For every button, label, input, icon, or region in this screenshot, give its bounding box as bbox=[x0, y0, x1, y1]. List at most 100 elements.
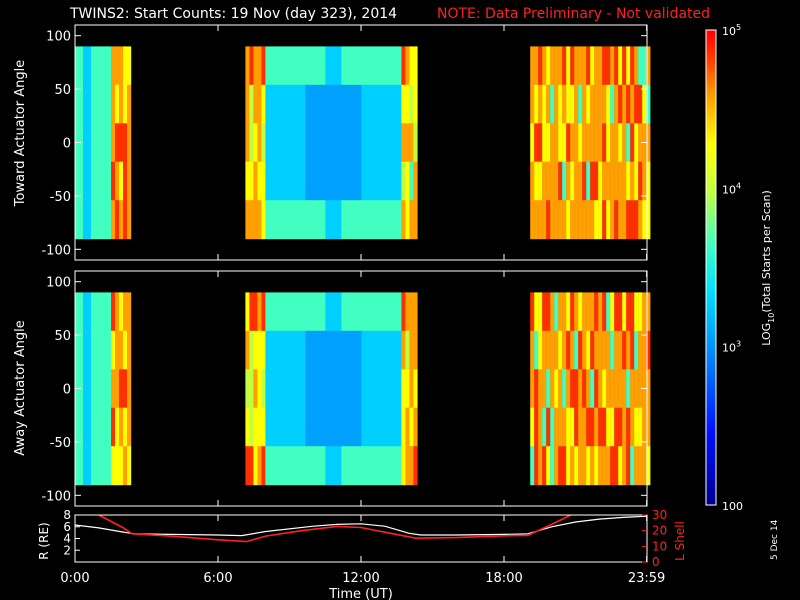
heatmap-cell bbox=[281, 84, 286, 124]
heatmap-cell bbox=[261, 123, 266, 163]
heatmap-cell bbox=[83, 407, 88, 447]
heatmap-cell bbox=[83, 369, 88, 409]
y-left-tick-label: 6 bbox=[63, 520, 71, 534]
heatmap-cell bbox=[646, 123, 651, 163]
heatmap-cell bbox=[297, 330, 302, 370]
heatmap-cell bbox=[321, 46, 326, 86]
heatmap-cell bbox=[614, 200, 619, 240]
heatmap-cell bbox=[87, 200, 92, 240]
heatmap-cell bbox=[87, 330, 92, 370]
heatmap-cell bbox=[277, 161, 282, 201]
heatmap-cell bbox=[578, 330, 583, 370]
heatmap-cell bbox=[393, 292, 398, 332]
heatmap-cell bbox=[562, 446, 567, 486]
heatmap-cell bbox=[646, 369, 651, 409]
heatmap-cell bbox=[119, 330, 124, 370]
heatmap-cell bbox=[614, 446, 619, 486]
heatmap-cell bbox=[285, 407, 290, 447]
heatmap-cell bbox=[389, 84, 394, 124]
heatmap-cell bbox=[79, 123, 84, 163]
heatmap-cell bbox=[293, 369, 298, 409]
heatmap-cell bbox=[99, 292, 104, 332]
heatmap-cell bbox=[321, 407, 326, 447]
heatmap-cell bbox=[638, 161, 643, 201]
heatmap-cell bbox=[405, 84, 410, 124]
heatmap-cell bbox=[289, 200, 294, 240]
heatmap-cell bbox=[127, 407, 132, 447]
y-tick-label: 50 bbox=[54, 83, 71, 98]
heatmap-cell bbox=[91, 200, 96, 240]
heatmap-cell bbox=[301, 330, 306, 370]
heatmap-cell bbox=[361, 84, 366, 124]
heatmap-cell bbox=[119, 407, 124, 447]
heatmap-cell bbox=[606, 161, 611, 201]
heatmap-cell bbox=[75, 200, 80, 240]
heatmap-cell bbox=[626, 84, 631, 124]
heatmap-cell bbox=[79, 46, 84, 86]
heatmap-cell bbox=[349, 46, 354, 86]
heatmap-cell bbox=[127, 84, 132, 124]
preliminary-note: NOTE: Data Preliminary - Not validated bbox=[437, 6, 711, 22]
heatmap-cell bbox=[562, 407, 567, 447]
heatmap-cell bbox=[115, 292, 120, 332]
heatmap-cell bbox=[119, 200, 124, 240]
heatmap-cell bbox=[349, 407, 354, 447]
heatmap-cell bbox=[257, 369, 262, 409]
heatmap-cell bbox=[345, 123, 350, 163]
heatmap-cell bbox=[598, 330, 603, 370]
heatmap-cell bbox=[341, 446, 346, 486]
heatmap-cell bbox=[87, 369, 92, 409]
heatmap-cell bbox=[329, 200, 334, 240]
heatmap-cell bbox=[353, 369, 358, 409]
heatmap-cell bbox=[365, 161, 370, 201]
heatmap-cell bbox=[345, 46, 350, 86]
heatmap-cell bbox=[538, 200, 543, 240]
heatmap-cell bbox=[369, 123, 374, 163]
heatmap-cell bbox=[373, 161, 378, 201]
heatmap-cell bbox=[261, 200, 266, 240]
heatmap-cell bbox=[614, 123, 619, 163]
heatmap-cell bbox=[245, 407, 250, 447]
colorbar-tick-label: 104 bbox=[722, 181, 741, 196]
heatmap-cell bbox=[570, 446, 575, 486]
heatmap-cell bbox=[91, 330, 96, 370]
heatmap-cell bbox=[534, 407, 539, 447]
heatmap-cell bbox=[590, 84, 595, 124]
heatmap-cell bbox=[594, 123, 599, 163]
heatmap-cell bbox=[309, 161, 314, 201]
heatmap-cell bbox=[554, 161, 559, 201]
heatmap-cell bbox=[333, 369, 338, 409]
heatmap-cell bbox=[313, 369, 318, 409]
heatmap-cell bbox=[381, 123, 386, 163]
heatmap-cell bbox=[614, 84, 619, 124]
heatmap-cell bbox=[534, 123, 539, 163]
heatmap-cell bbox=[622, 161, 627, 201]
heatmap-cell bbox=[590, 200, 595, 240]
heatmap-cell bbox=[626, 200, 631, 240]
heatmap-cell bbox=[381, 84, 386, 124]
heatmap-cell bbox=[409, 446, 414, 486]
heatmap-cell bbox=[301, 369, 306, 409]
heatmap-cell bbox=[353, 330, 358, 370]
heatmap-cell bbox=[377, 407, 382, 447]
heatmap-cell bbox=[646, 330, 651, 370]
heatmap-cell bbox=[562, 46, 567, 86]
heatmap-cell bbox=[634, 369, 639, 409]
heatmap-cell bbox=[261, 46, 266, 86]
heatmap-cell bbox=[285, 123, 290, 163]
heatmap-cell bbox=[333, 407, 338, 447]
heatmap-cell bbox=[558, 161, 563, 201]
heatmap-cell bbox=[638, 330, 643, 370]
heatmap-cell bbox=[542, 446, 547, 486]
heatmap-cell bbox=[622, 84, 627, 124]
heatmap-cell bbox=[285, 369, 290, 409]
heatmap-cell bbox=[91, 446, 96, 486]
heatmap-cell bbox=[622, 200, 627, 240]
y-tick-label: 0 bbox=[63, 383, 71, 398]
heatmap-cell bbox=[257, 330, 262, 370]
heatmap-cell bbox=[115, 46, 120, 86]
heatmap-cell bbox=[361, 369, 366, 409]
heatmap-cell bbox=[293, 200, 298, 240]
heatmap-cell bbox=[277, 369, 282, 409]
heatmap-cell bbox=[309, 46, 314, 86]
